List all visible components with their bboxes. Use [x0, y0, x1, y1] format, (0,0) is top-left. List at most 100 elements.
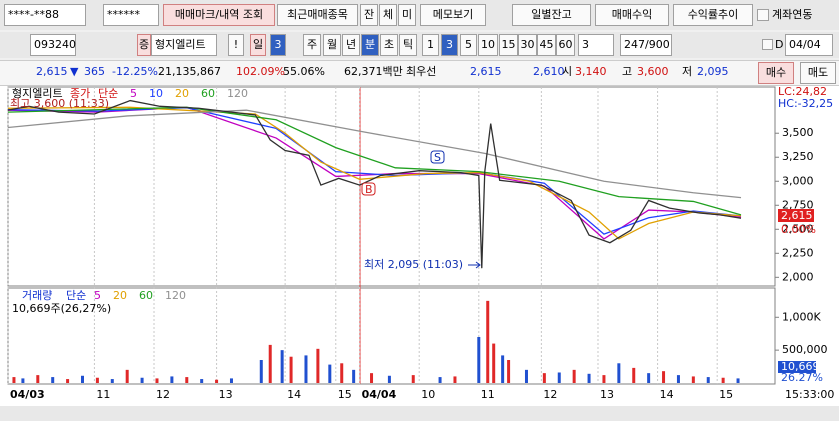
volume-bar — [542, 373, 546, 383]
y-tick-label: 2,000 — [782, 270, 814, 283]
volume-bar — [721, 377, 725, 383]
button[interactable]: 3 — [270, 34, 286, 56]
volume-bar — [200, 379, 204, 383]
annotation: 최고 3,600 (11:33) — [10, 97, 109, 110]
volume-bar — [557, 372, 561, 383]
volume-bar — [140, 377, 144, 383]
button[interactable]: 일 — [250, 34, 266, 56]
button[interactable]: 체 — [379, 4, 397, 26]
y-tick-label: 3,250 — [782, 150, 814, 163]
button[interactable]: 년 — [342, 34, 360, 56]
button[interactable]: 매매수익 — [595, 4, 669, 26]
x-tick-label: 12 — [156, 388, 170, 401]
top-toolbar: ****-**88 ****** 매매마크/내역 조회 최근매매종목 잔 체 미… — [0, 0, 839, 30]
legend-item: 60 — [139, 289, 153, 302]
volume-bar — [587, 373, 591, 383]
y-tick-label: 500,000 — [782, 343, 828, 356]
button[interactable]: 일별잔고 — [512, 4, 591, 26]
label: 저 — [682, 65, 693, 78]
last-volume: 10,669 — [781, 360, 820, 373]
volume-bar — [507, 360, 511, 383]
button[interactable]: 메모보기 — [420, 4, 486, 26]
label: 최우선 — [406, 65, 437, 78]
button[interactable]: 분 — [361, 34, 379, 56]
volume-bar — [477, 337, 481, 383]
legend-item: 5 — [94, 289, 101, 302]
button[interactable]: 월 — [323, 34, 341, 56]
label: D — [775, 38, 784, 51]
checkbox[interactable] — [757, 9, 769, 21]
button[interactable]: 수익률추이 — [673, 4, 753, 26]
button[interactable]: 5 — [460, 34, 477, 56]
x-tick-label: 13 — [600, 388, 614, 401]
volume-bar — [280, 350, 284, 383]
account-input[interactable]: ****-**88 — [4, 4, 86, 26]
button[interactable]: 45 — [537, 34, 556, 56]
x-tick-label: 11 — [481, 388, 495, 401]
volume-ratio: 102.09% — [236, 65, 285, 78]
y-tick-label: 2,500 — [782, 222, 814, 235]
volume-bar — [572, 369, 576, 383]
volume-bar — [155, 378, 159, 383]
legend-item: 60 — [201, 87, 215, 100]
volume-bar — [328, 364, 332, 383]
x-tick-label: 15 — [338, 388, 352, 401]
button[interactable]: 60 — [556, 34, 575, 56]
interval-input[interactable]: 3 — [578, 34, 614, 56]
legend-item: 120 — [165, 289, 186, 302]
button[interactable]: ! — [228, 34, 244, 56]
button[interactable]: 10 — [478, 34, 498, 56]
password-input[interactable]: ****** — [103, 4, 159, 26]
ask: 2,615 — [470, 65, 502, 78]
buy-marker — [361, 182, 376, 196]
last-price: 2,615 — [781, 209, 813, 222]
price: 2,615 — [36, 65, 68, 78]
date-input[interactable]: 04/04 — [785, 34, 833, 56]
y-tick-label: 2,750 — [782, 198, 814, 211]
turnover: 55.06% — [283, 65, 325, 78]
annotation: 최저 2,095 (11:03) — [364, 258, 463, 271]
volume-bar — [110, 379, 114, 383]
stock-name: 형지엘리트 — [151, 34, 217, 56]
count-input[interactable]: 247/900 — [620, 34, 672, 56]
button[interactable]: 초 — [380, 34, 398, 56]
low: 2,095 — [697, 65, 729, 78]
label: 계좌연동 — [772, 8, 813, 21]
code-input[interactable]: 093240 — [30, 34, 76, 56]
button[interactable]: 매매마크/내역 조회 — [163, 4, 275, 26]
button[interactable]: 15 — [499, 34, 518, 56]
volume-bar — [602, 375, 606, 383]
button[interactable]: 틱 — [399, 34, 417, 56]
volume-bar — [304, 355, 308, 383]
volume-bar — [259, 360, 263, 383]
button[interactable]: 30 — [518, 34, 537, 56]
legend-title: 형지엘리트 — [12, 87, 63, 100]
buy-button[interactable]: 매수 — [758, 62, 794, 84]
button[interactable]: 주 — [303, 34, 321, 56]
volume-bar — [676, 375, 680, 383]
button[interactable]: 최근매매종목 — [277, 4, 358, 26]
volume-bar — [185, 377, 189, 383]
change-rate: -12.25% — [112, 65, 158, 78]
volume-bar — [125, 369, 129, 383]
sell-marker-label: S — [434, 151, 441, 164]
checkbox[interactable] — [762, 39, 773, 50]
legend-item: 120 — [227, 87, 248, 100]
volume-bar — [21, 378, 25, 383]
button[interactable]: 3 — [441, 34, 458, 56]
volume-bar — [268, 344, 272, 383]
sell-button[interactable]: 매도 — [800, 62, 836, 84]
button[interactable]: 미 — [398, 4, 416, 26]
volume-bar — [662, 371, 666, 383]
x-tick-label: 10 — [421, 388, 435, 401]
chart: 2,000 2,250 2,500 2,750 3,000 3,250 3,500 04/03… — [0, 86, 839, 421]
line — [7, 109, 742, 199]
button[interactable]: 1 — [422, 34, 439, 56]
y-tick-label: 1,000K — [782, 310, 821, 323]
buy-marker-label: B — [365, 183, 373, 196]
button[interactable]: 잔 — [360, 4, 378, 26]
scroll-bar — [0, 406, 839, 421]
y-tick-label: 3,500 — [782, 126, 814, 139]
arrow: ▼ — [70, 65, 79, 78]
